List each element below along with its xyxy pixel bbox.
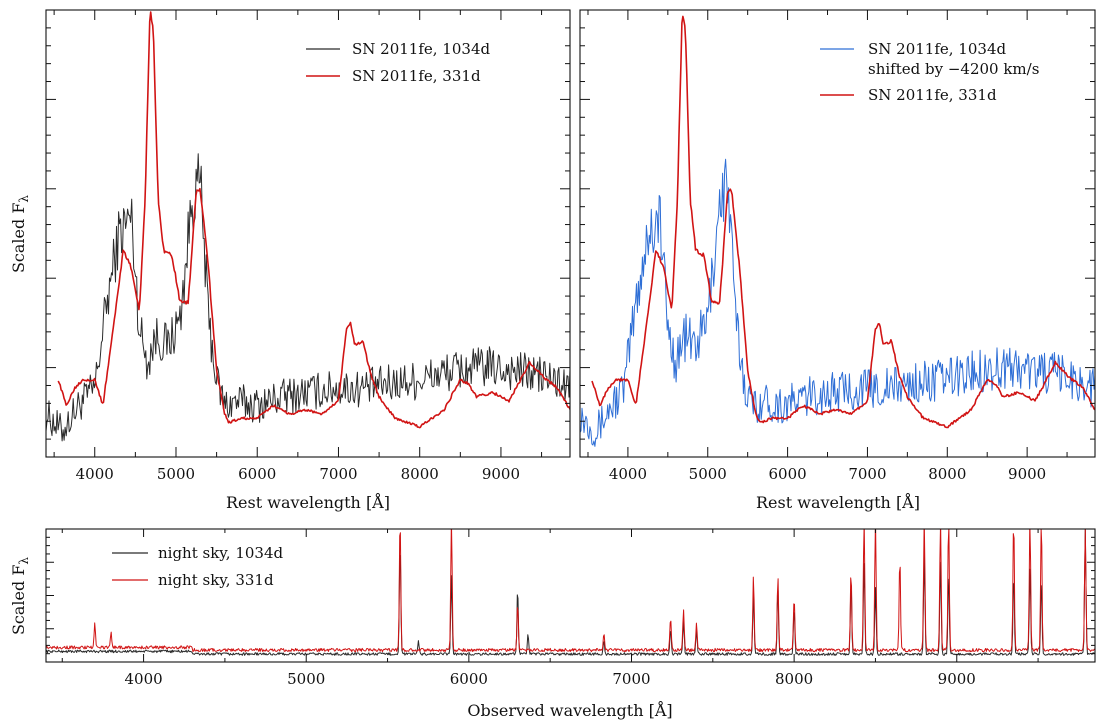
legend-top-right: SN 2011fe, 1034d shifted by −4200 km/s S… <box>820 40 1039 104</box>
x-tick-label: 5000 <box>287 670 325 688</box>
legend-label-series-0: SN 2011fe, 1034d <box>868 40 1006 58</box>
legend-label-series-0-line2: shifted by −4200 km/s <box>868 60 1039 78</box>
x-tick-label: 6000 <box>238 465 276 483</box>
series-line-primary <box>46 529 1095 656</box>
panel-top-left-traces <box>46 11 570 442</box>
x-tick-label: 9000 <box>1008 465 1046 483</box>
x-tick-label: 7000 <box>612 670 650 688</box>
series-line-primary <box>46 153 570 442</box>
panel-top-left-ylabel: Scaled Fλ <box>9 195 31 273</box>
x-tick-label: 7000 <box>319 465 357 483</box>
panel-top-left: 4000 5000 6000 7000 8000 9000 Rest wavelength… <box>9 9 571 512</box>
legend-label-series-1: SN 2011fe, 331d <box>352 67 481 85</box>
x-tick-label: 9000 <box>482 465 520 483</box>
x-tick-label: 6000 <box>769 465 807 483</box>
ylabel-subscript: λ <box>17 557 31 565</box>
legend-label-series-0: night sky, 1034d <box>158 544 283 562</box>
panel-top-right: 4000 5000 6000 7000 8000 9000 Rest wavelength… <box>579 9 1096 512</box>
panel-bottom-ylabel: Scaled Fλ <box>9 557 31 635</box>
panel-top-left-frame <box>45 9 571 458</box>
panel-bottom-traces <box>46 529 1095 656</box>
series-line-secondary <box>57 11 570 429</box>
panel-top-left-ticks: 4000 5000 6000 7000 8000 9000 <box>46 10 570 483</box>
panel-top-right-ticks: 4000 5000 6000 7000 8000 9000 <box>580 10 1095 483</box>
series-line-secondary <box>591 15 1095 429</box>
x-tick-label: 5000 <box>157 465 195 483</box>
x-tick-label: 4000 <box>76 465 114 483</box>
panel-top-left-xlabel: Rest wavelength [Å] <box>226 492 390 512</box>
ylabel-main: Scaled F <box>9 565 28 635</box>
panel-top-right-xlabel: Rest wavelength [Å] <box>756 492 920 512</box>
panel-top-right-traces <box>580 15 1095 447</box>
x-tick-label: 9000 <box>938 670 976 688</box>
series-line-secondary <box>46 529 1095 653</box>
x-tick-label: 6000 <box>450 670 488 688</box>
panel-bottom: 4000 5000 6000 7000 8000 9000 Observed wavele… <box>9 528 1096 720</box>
x-tick-label: 4000 <box>124 670 162 688</box>
x-tick-label: 5000 <box>689 465 727 483</box>
legend-label-series-0: SN 2011fe, 1034d <box>352 40 490 58</box>
legend-top-left: SN 2011fe, 1034d SN 2011fe, 331d <box>306 40 490 85</box>
series-line-primary <box>580 158 1095 447</box>
panel-bottom-xlabel: Observed wavelength [Å] <box>467 700 672 720</box>
x-tick-label: 4000 <box>609 465 647 483</box>
ylabel-subscript: λ <box>17 195 31 203</box>
x-tick-label: 8000 <box>775 670 813 688</box>
x-tick-label: 8000 <box>401 465 439 483</box>
legend-label-series-1: SN 2011fe, 331d <box>868 86 997 104</box>
legend-bottom: night sky, 1034d night sky, 331d <box>112 544 283 589</box>
ylabel-main: Scaled F <box>9 203 28 273</box>
x-tick-label: 8000 <box>928 465 966 483</box>
panel-bottom-ticks: 4000 5000 6000 7000 8000 9000 <box>46 529 1095 688</box>
legend-label-series-1: night sky, 331d <box>158 571 274 589</box>
panel-top-right-frame <box>579 9 1096 458</box>
x-tick-label: 7000 <box>848 465 886 483</box>
